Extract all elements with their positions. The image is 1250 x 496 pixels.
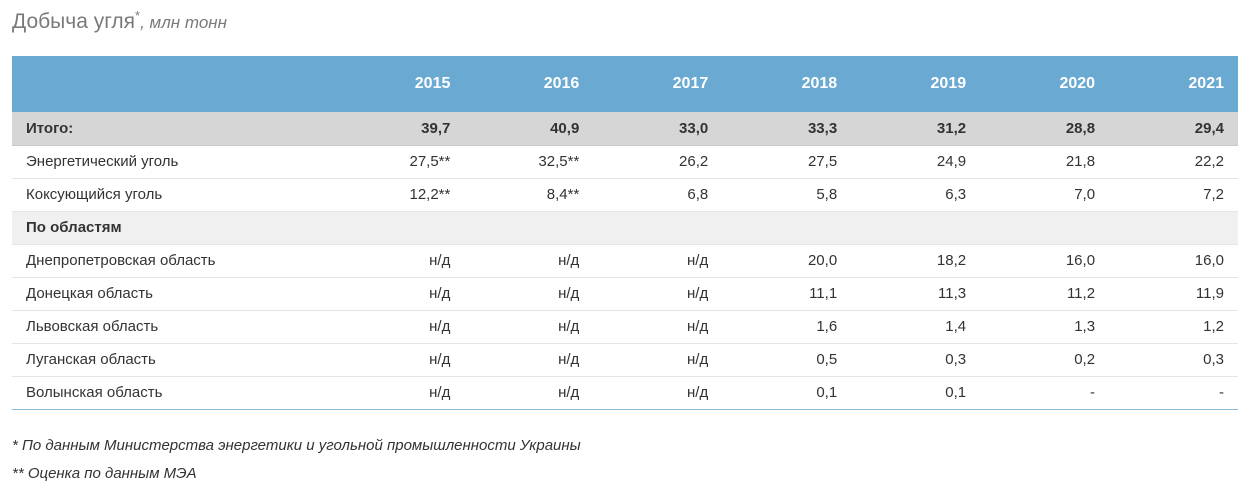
value-cell: 22,2	[1194, 153, 1224, 170]
row-label: Днепропетровская область	[26, 252, 216, 269]
value-cell	[722, 211, 851, 244]
footnote: * По данным Министерства энергетики и уг…	[12, 437, 581, 454]
value-cell: н/д	[687, 285, 709, 302]
value-cell: 33,3	[807, 119, 838, 137]
value-cell: 0,3	[945, 351, 967, 368]
table-row: Волынская область н/д н/д н/д 0,1 0,1 - -	[12, 376, 1238, 409]
value-cell: 31,2	[936, 119, 967, 137]
row-label: Донецкая область	[26, 285, 153, 302]
row-label: Львовская область	[26, 318, 159, 335]
value-cell: 11,1	[809, 285, 838, 302]
value-cell: н/д	[558, 285, 580, 302]
value-cell: 1,6	[816, 318, 838, 335]
total-row: Итого: 39,7 40,9 33,0 33,3 31,2 28,8 29,4	[12, 112, 1238, 145]
value-cell: 24,9	[936, 153, 967, 170]
value-cell: 16,0	[1065, 252, 1096, 269]
row-label: Коксующийся уголь	[26, 186, 163, 203]
value-cell: н/д	[429, 384, 451, 401]
table-row: Львовская область н/д н/д н/д 1,6 1,4 1,3 1,2	[12, 310, 1238, 343]
value-cell: 1,3	[1074, 318, 1096, 335]
title-unit: , млн тонн	[140, 13, 228, 32]
header-cell	[12, 56, 335, 112]
value-cell	[851, 211, 980, 244]
value-cell: -	[1090, 384, 1096, 401]
title-footnote-mark: *	[135, 8, 141, 23]
table-row: Днепропетровская область н/д н/д н/д 20,0 18,…	[12, 244, 1238, 277]
value-cell: 0,1	[816, 384, 838, 401]
value-cell	[335, 211, 464, 244]
table-row: Энергетический уголь 27,5** 32,5** 26,2 27,5…	[12, 145, 1238, 178]
value-cell: 5,8	[816, 186, 838, 203]
value-cell: 21,8	[1065, 153, 1096, 170]
header-cell-year: 2020	[1059, 75, 1096, 92]
value-cell: н/д	[558, 318, 580, 335]
value-cell: н/д	[558, 351, 580, 368]
value-cell	[980, 211, 1109, 244]
header-cell-year: 2021	[1188, 75, 1224, 92]
table-row: Донецкая область н/д н/д н/д 11,1 11,3 11,2 11,…	[12, 277, 1238, 310]
value-cell: н/д	[429, 351, 451, 368]
value-cell: 32,5**	[538, 153, 580, 170]
value-cell: 6,8	[687, 186, 709, 203]
value-cell: 26,2	[679, 153, 709, 170]
table-title: Добыча угля*, млн тонн	[12, 8, 228, 34]
value-cell: 0,3	[1203, 351, 1224, 368]
value-cell: 11,9	[1195, 285, 1224, 302]
title-text: Добыча угля	[12, 10, 136, 33]
value-cell	[593, 211, 722, 244]
value-cell: 0,2	[1074, 351, 1096, 368]
row-label: Волынская область	[26, 384, 163, 401]
row-label: Итого:	[26, 119, 74, 137]
value-cell: 28,8	[1065, 119, 1096, 137]
value-cell: н/д	[429, 318, 451, 335]
value-cell: 8,4**	[546, 186, 580, 203]
value-cell: 7,2	[1203, 186, 1224, 203]
value-cell: 12,2**	[409, 186, 451, 203]
value-cell: н/д	[687, 384, 709, 401]
row-label: По областям	[26, 219, 122, 236]
footnotes: * По данным Министерства энергетики и уг…	[12, 432, 581, 488]
footnote: ** Оценка по данным МЭА	[12, 465, 197, 482]
value-cell: н/д	[429, 285, 451, 302]
value-cell: 27,5**	[409, 153, 451, 170]
value-cell: 0,5	[816, 351, 838, 368]
value-cell: 16,0	[1194, 252, 1224, 269]
value-cell	[464, 211, 593, 244]
value-cell: н/д	[687, 252, 709, 269]
value-cell: 27,5	[807, 153, 838, 170]
value-cell: н/д	[558, 252, 580, 269]
table-header-row: 2015 2016 2017 2018 2019 2020 2021	[12, 56, 1238, 112]
value-cell: н/д	[687, 318, 709, 335]
row-label: Луганская область	[26, 351, 156, 368]
value-cell: 6,3	[945, 186, 967, 203]
value-cell: 1,2	[1203, 318, 1224, 335]
value-cell: н/д	[429, 252, 451, 269]
header-cell-year: 2015	[414, 75, 451, 92]
section-header-row: По областям	[12, 211, 1238, 244]
value-cell: -	[1219, 384, 1224, 401]
coal-production-table: 2015 2016 2017 2018 2019 2020 2021 Итого…	[12, 56, 1238, 410]
value-cell: 0,1	[945, 384, 967, 401]
header-cell-year: 2019	[930, 75, 967, 92]
table-row: Коксующийся уголь 12,2** 8,4** 6,8 5,8 6,3 7,0…	[12, 178, 1238, 211]
value-cell: 33,0	[679, 119, 709, 137]
value-cell: 29,4	[1194, 119, 1224, 137]
header-cell-year: 2017	[672, 75, 709, 92]
table-body: Итого: 39,7 40,9 33,0 33,3 31,2 28,8 29,4 Энерге…	[12, 112, 1238, 409]
value-cell: 20,0	[807, 252, 838, 269]
value-cell: 40,9	[550, 119, 580, 137]
header-cell-year: 2016	[543, 75, 580, 92]
value-cell: 39,7	[421, 119, 451, 137]
value-cell: 18,2	[936, 252, 967, 269]
value-cell: 1,4	[945, 318, 967, 335]
value-cell	[1109, 211, 1238, 244]
value-cell: н/д	[687, 351, 709, 368]
header-cell-year: 2018	[801, 75, 838, 92]
value-cell: н/д	[558, 384, 580, 401]
value-cell: 11,2	[1066, 285, 1096, 302]
row-label: Энергетический уголь	[26, 153, 179, 170]
value-cell: 11,3	[938, 285, 967, 302]
table-row: Луганская область н/д н/д н/д 0,5 0,3 0,2 0,3	[12, 343, 1238, 376]
value-cell: 7,0	[1074, 186, 1096, 203]
